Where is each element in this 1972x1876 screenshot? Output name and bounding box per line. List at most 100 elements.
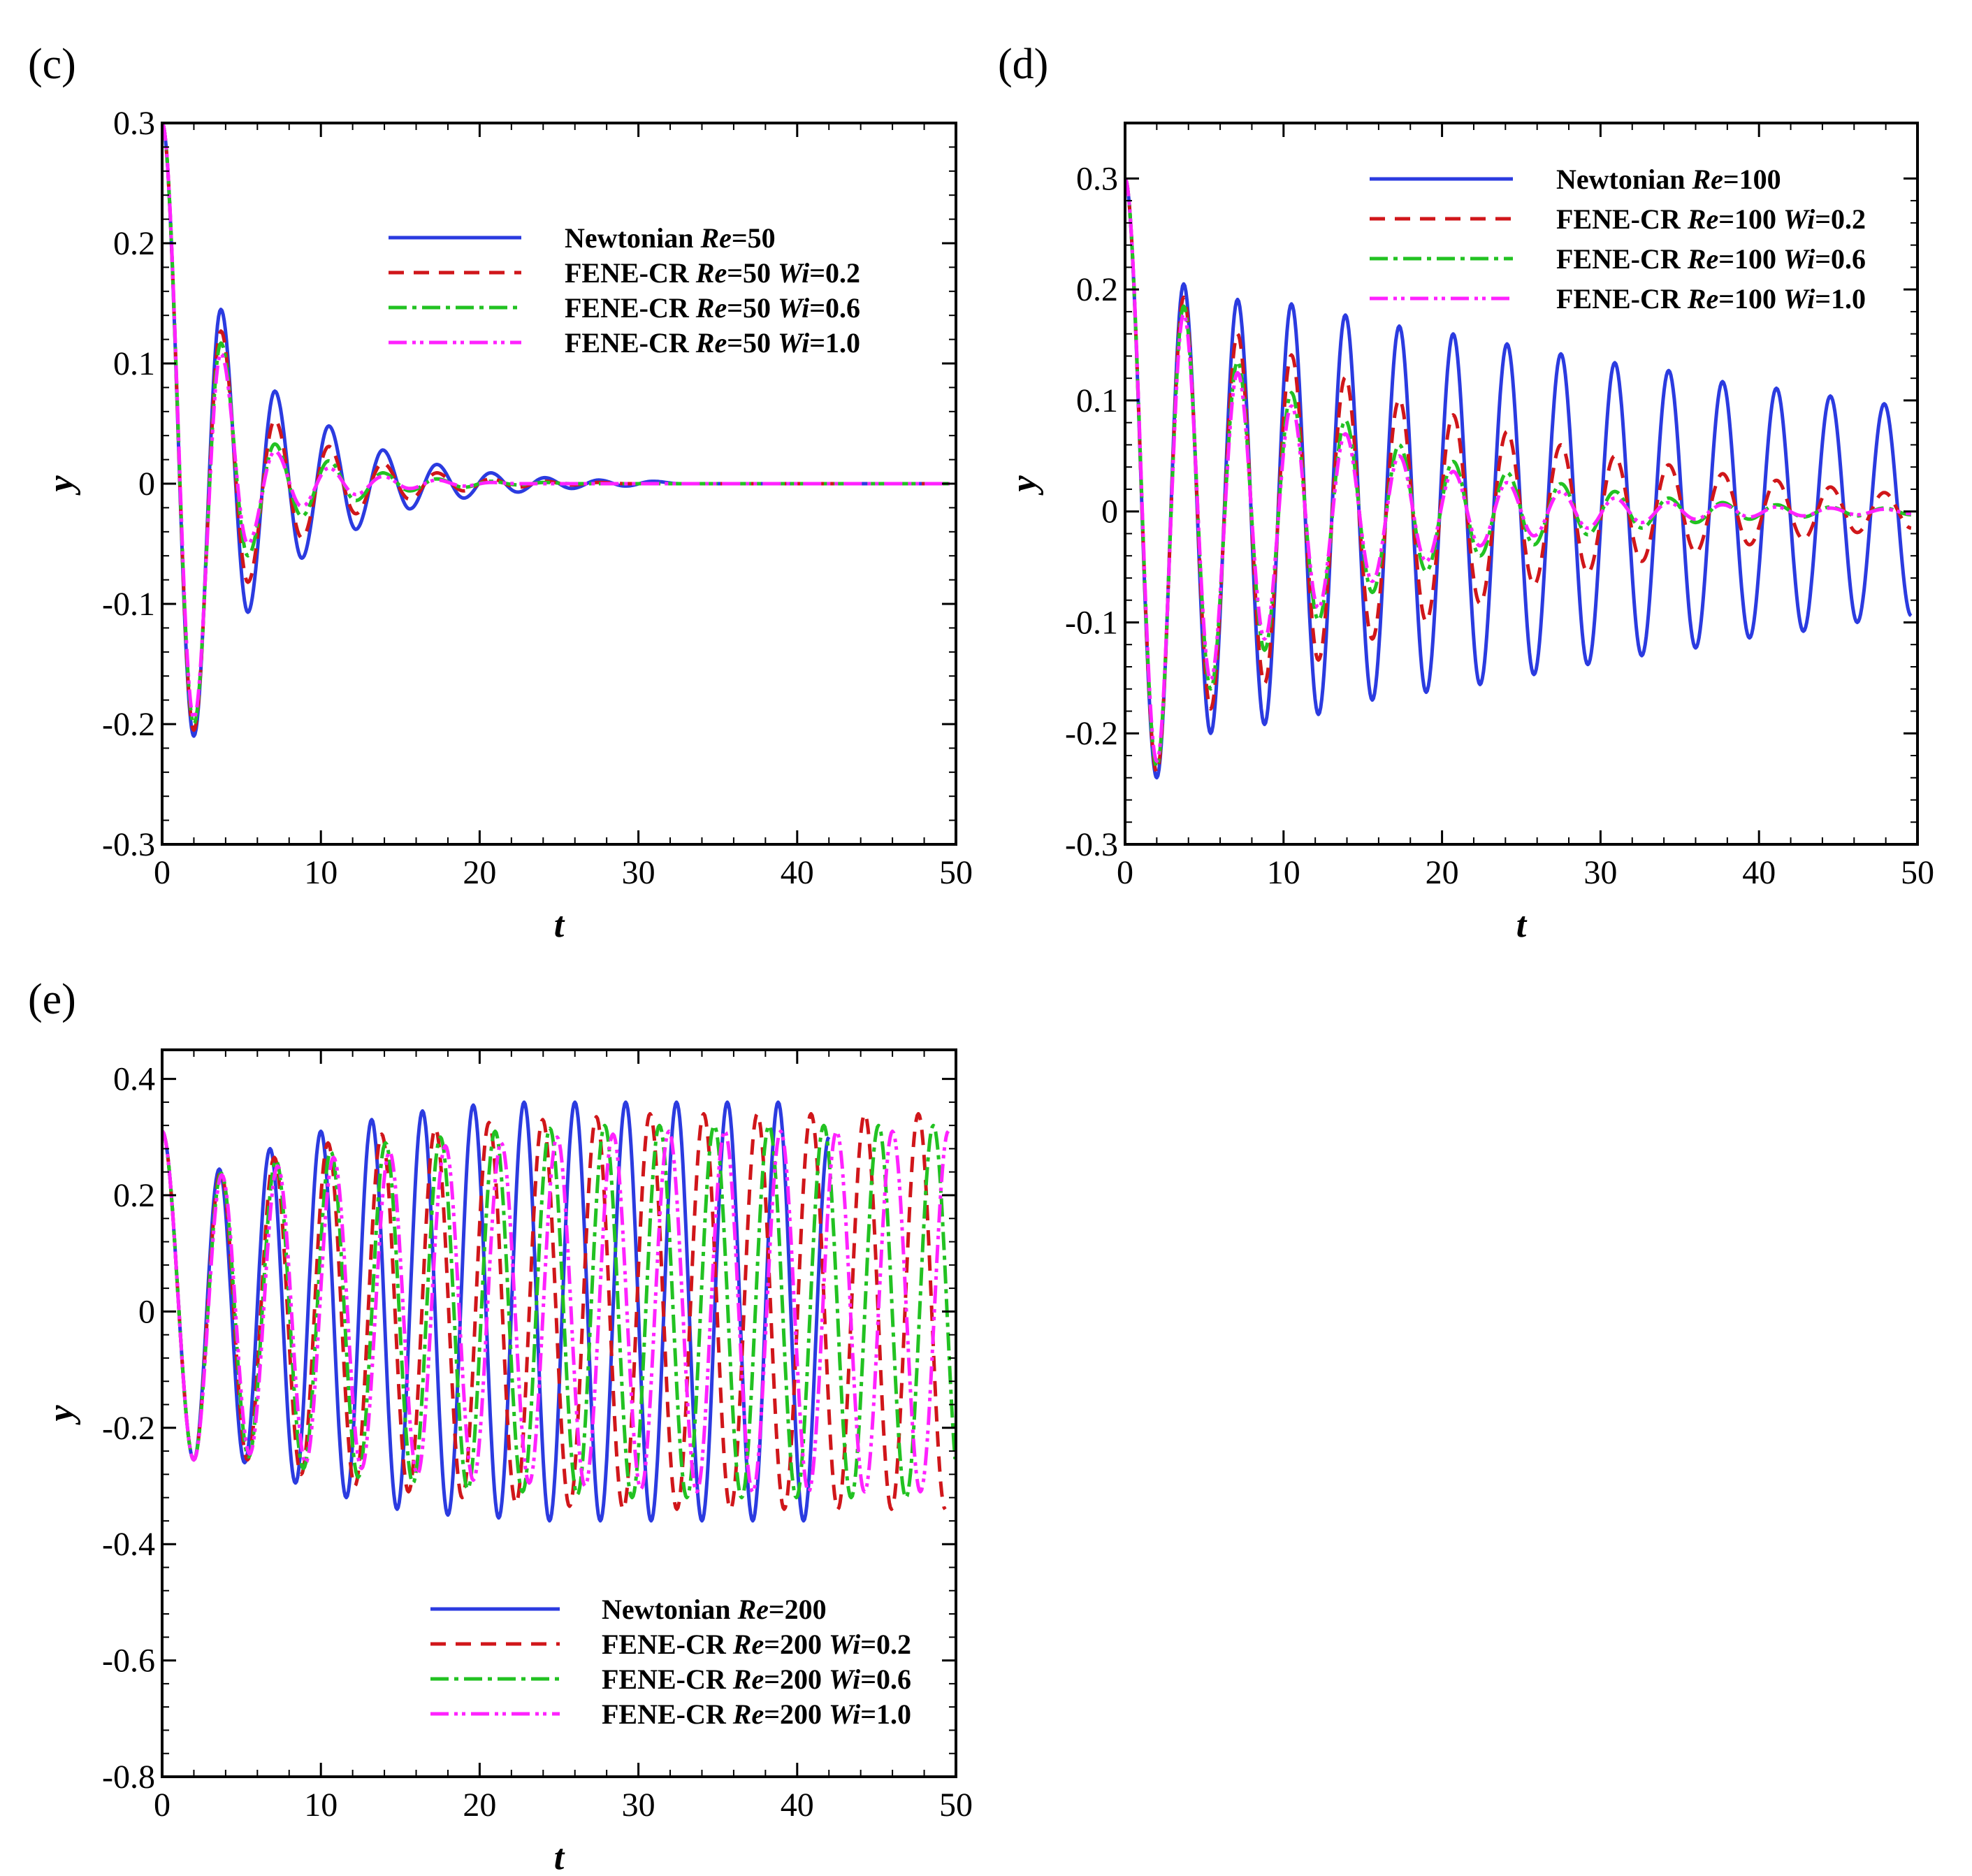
legend-part-prefix: Newtonian [1556, 164, 1692, 195]
x-tick-label: 0 [1117, 854, 1133, 891]
x-tick-label: 40 [781, 854, 814, 891]
legend-part-wi: Wi [1783, 203, 1815, 235]
legend-part-re_val: =100 [1723, 164, 1781, 195]
legend-part-prefix: FENE-CR [602, 1629, 733, 1660]
y-tick-label: -0.3 [1065, 826, 1118, 863]
legend-part-prefix: Newtonian [565, 222, 700, 254]
x-tick-label: 30 [1583, 854, 1617, 891]
y-tick-label: -0.1 [102, 586, 155, 623]
legend-part-re: Re [1687, 283, 1718, 315]
x-tick-label: 40 [781, 1787, 814, 1824]
y-tick-label: 0.3 [1076, 160, 1118, 197]
y-tick-label: 0 [1101, 493, 1118, 531]
legend-part-re_val: =100 [1718, 283, 1783, 315]
panel-label: (c) [28, 41, 76, 88]
legend-entry-2: FENE-CR Re=50 Wi=0.6 [565, 292, 860, 324]
legend-part-re_val: =100 [1718, 243, 1783, 275]
legend-part-re: Re [695, 292, 727, 324]
legend-part-prefix: FENE-CR [565, 292, 696, 324]
y-tick-label: 0 [138, 1293, 155, 1330]
y-tick-label: -0.1 [1065, 604, 1118, 641]
legend-part-wi: Wi [829, 1698, 860, 1730]
panel-label: (d) [998, 41, 1048, 88]
legend-entry-1: FENE-CR Re=200 Wi=0.2 [602, 1629, 911, 1660]
legend-part-prefix: FENE-CR [565, 257, 696, 289]
x-tick-label: 10 [304, 1787, 338, 1824]
legend-entry-1: FENE-CR Re=100 Wi=0.2 [1556, 203, 1866, 235]
legend-entry-3: FENE-CR Re=50 Wi=1.0 [565, 327, 860, 359]
legend-part-re: Re [1691, 164, 1723, 195]
x-tick-label: 10 [1267, 854, 1300, 891]
legend-entry-3: FENE-CR Re=100 Wi=1.0 [1556, 283, 1866, 315]
legend-entry-1: FENE-CR Re=50 Wi=0.2 [565, 257, 860, 289]
y-tick-label: 0 [138, 466, 155, 503]
y-tick-label: -0.2 [1065, 715, 1118, 752]
legend-entry-0: Newtonian Re=50 [565, 222, 776, 254]
legend-part-wi_val: =0.2 [1815, 203, 1866, 235]
y-tick-label: -0.6 [102, 1643, 155, 1680]
legend-part-wi: Wi [1783, 283, 1815, 315]
x-tick-label: 20 [1426, 854, 1459, 891]
x-tick-label: 30 [622, 1787, 655, 1824]
legend-part-wi_val: =1.0 [809, 327, 860, 359]
legend-part-re: Re [737, 1594, 768, 1625]
chart-panel-2: (e) 0 10 20 30 40 50 -0.8 -0.6 -0.4 -0.2 0 0.2 0.4 t y N… [28, 976, 973, 1876]
legend-part-re_val: =200 [764, 1698, 829, 1730]
series-line-3 [162, 1130, 950, 1494]
series-line-3 [162, 123, 950, 720]
y-tick-label: -0.3 [102, 826, 155, 863]
y-axis-title: y [41, 475, 81, 496]
legend-part-prefix: FENE-CR [602, 1698, 733, 1730]
y-axis-title: y [1004, 475, 1044, 496]
y-tick-label: 0.4 [113, 1061, 155, 1098]
legend-part-re: Re [695, 327, 727, 359]
legend-part-re: Re [732, 1698, 764, 1730]
y-tick-label: 0.2 [1076, 271, 1118, 308]
legend-entry-0: Newtonian Re=200 [602, 1594, 827, 1625]
series-line-0 [1125, 177, 1913, 780]
legend-part-wi_val: =0.6 [1815, 243, 1866, 275]
x-tick-label: 50 [939, 1787, 973, 1824]
x-axis-title: t [554, 1838, 565, 1876]
x-tick-label: 10 [304, 854, 338, 891]
legend-part-re_val: =200 [764, 1629, 829, 1660]
series-line-1 [162, 123, 950, 733]
legend-part-prefix: FENE-CR [602, 1664, 733, 1695]
legend-part-prefix: FENE-CR [1556, 203, 1688, 235]
x-tick-label: 40 [1742, 854, 1776, 891]
legend-part-wi: Wi [829, 1629, 860, 1660]
legend-entry-2: FENE-CR Re=100 Wi=0.6 [1556, 243, 1866, 275]
legend-part-wi: Wi [778, 257, 809, 289]
legend-part-wi_val: =1.0 [860, 1698, 911, 1730]
x-axis-title: t [1516, 905, 1528, 945]
legend-part-prefix: FENE-CR [1556, 243, 1688, 275]
legend-part-wi: Wi [829, 1664, 860, 1695]
y-tick-label: 0.1 [1076, 382, 1118, 419]
legend-part-wi_val: =0.6 [860, 1664, 911, 1695]
x-tick-label: 50 [939, 854, 973, 891]
legend-part-re_val: =50 [732, 222, 776, 254]
legend-part-wi: Wi [778, 327, 809, 359]
legend-part-re: Re [695, 257, 727, 289]
legend-part-wi_val: =0.2 [809, 257, 860, 289]
legend-part-wi: Wi [1783, 243, 1815, 275]
legend-part-prefix: FENE-CR [565, 327, 696, 359]
legend-entry-2: FENE-CR Re=200 Wi=0.6 [602, 1664, 911, 1695]
chart-panel-0: (c) 0 10 20 30 40 50 -0.3 -0.2 -0.1 0 0.1 0.2 0.3 t y Ne… [28, 41, 973, 945]
legend-part-wi_val: =0.6 [809, 292, 860, 324]
chart-panel-1: (d) 0 10 20 30 40 50 -0.3 -0.2 -0.1 0 0.1 0.2 0.3 t y Ne… [998, 41, 1934, 945]
x-tick-label: 20 [463, 1787, 496, 1824]
x-tick-label: 0 [154, 1787, 171, 1824]
plot-frame [1124, 122, 1919, 846]
legend-part-re_val: =50 [727, 257, 778, 289]
x-axis-title: t [554, 905, 565, 945]
legend-part-re_val: =200 [769, 1594, 827, 1625]
legend-entry-0: Newtonian Re=100 [1556, 164, 1781, 195]
x-tick-label: 30 [622, 854, 655, 891]
x-tick-label: 20 [463, 854, 496, 891]
y-tick-label: -0.2 [102, 1410, 155, 1447]
series-line-1 [1125, 177, 1912, 774]
